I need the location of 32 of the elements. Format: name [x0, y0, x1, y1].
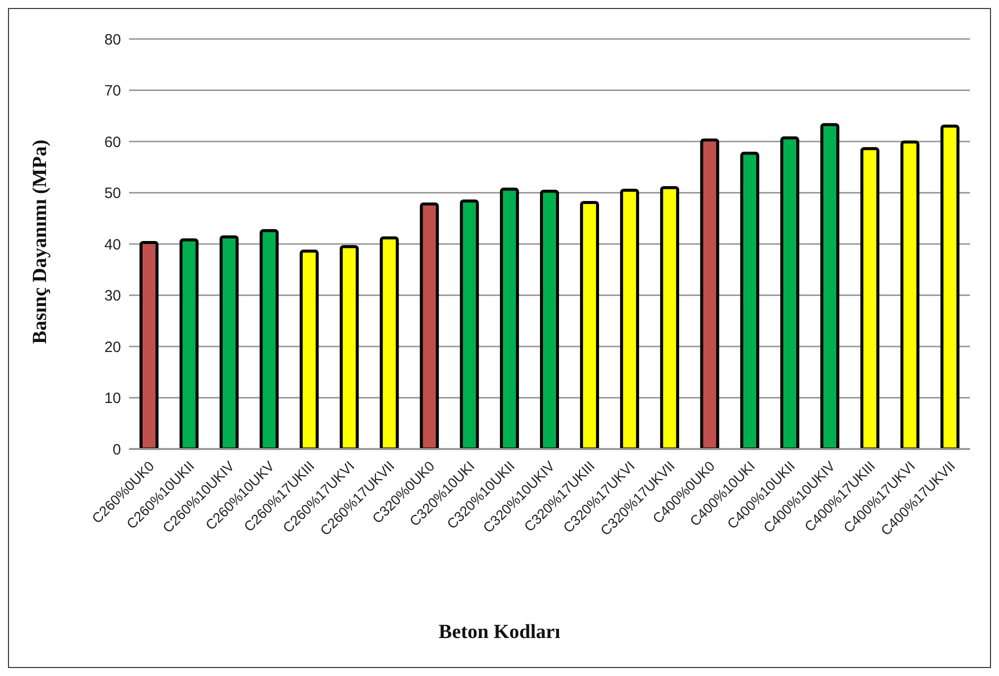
x-axis-title: Beton Kodları	[438, 621, 562, 644]
y-tick-label: 60	[104, 134, 121, 151]
bar	[140, 240, 159, 449]
y-tick-label: 0	[112, 441, 121, 458]
y-tick-label: 40	[104, 236, 121, 254]
y-tick-label: 10	[104, 390, 121, 408]
bar	[340, 245, 359, 449]
bar	[380, 236, 399, 449]
y-tick-label: 50	[104, 185, 121, 202]
y-tick-label: 80	[104, 31, 121, 48]
bar	[500, 188, 519, 449]
bar	[900, 140, 920, 449]
bar	[620, 188, 640, 449]
bar	[700, 138, 720, 449]
bar	[420, 202, 439, 449]
y-tick-label: 30	[104, 288, 121, 305]
bar	[540, 190, 559, 449]
bar	[940, 124, 960, 449]
bar	[820, 123, 840, 449]
bar	[740, 152, 760, 449]
y-tick-label: 70	[104, 82, 121, 100]
bar	[300, 250, 319, 449]
bar	[220, 235, 239, 449]
bar	[660, 186, 680, 449]
bar	[260, 229, 279, 449]
bar	[180, 238, 199, 449]
y-tick-label: 20	[104, 338, 121, 356]
bar	[580, 200, 600, 449]
y-axis-title: Basınç Dayanımı (MPa)	[29, 140, 52, 344]
bar	[460, 199, 479, 449]
bar	[860, 147, 880, 449]
bar	[780, 136, 800, 449]
